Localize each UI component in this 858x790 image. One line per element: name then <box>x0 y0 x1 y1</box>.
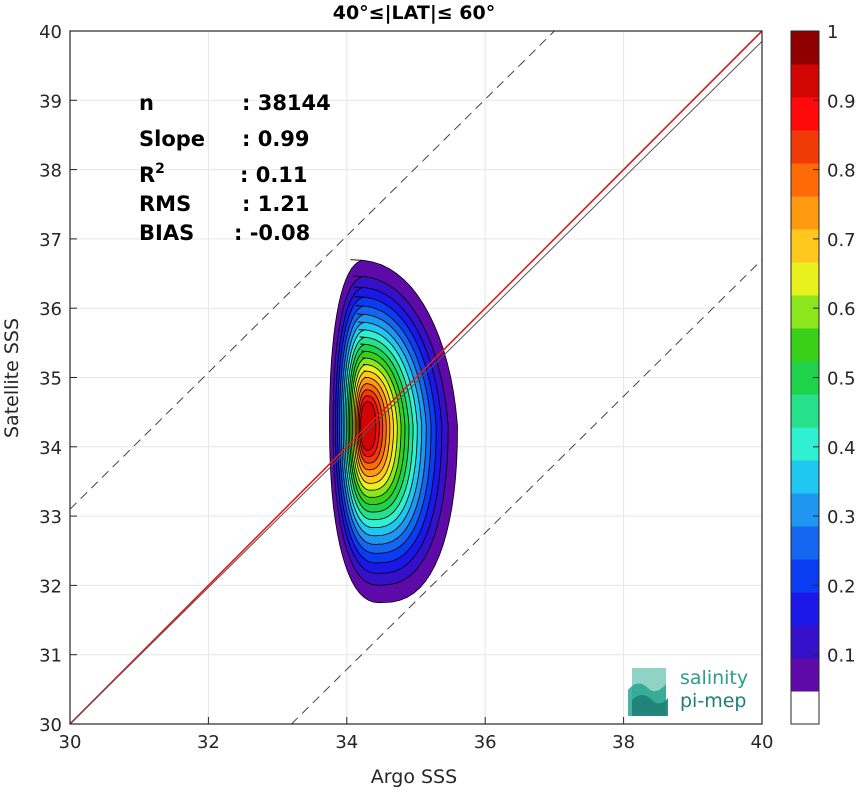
colorbar-swatch <box>791 64 819 98</box>
colorbar-swatch <box>791 229 819 263</box>
y-tick-label: 35 <box>39 369 62 390</box>
y-tick-label: 38 <box>39 161 62 182</box>
chart-title: 40°≤|LAT|≤ 60° <box>333 2 496 24</box>
y-tick-label: 36 <box>39 299 62 320</box>
colorbar-swatch <box>791 427 819 461</box>
colorbar-tick-label: 0.5 <box>827 369 856 390</box>
y-tick-labels: 30 31 32 33 34 35 36 37 38 39 40 <box>39 22 62 736</box>
colorbar-swatch <box>791 97 819 131</box>
colorbar-swatch <box>791 460 819 494</box>
logo-text-salinity: salinity <box>680 667 748 689</box>
lower-bound-line <box>291 259 763 725</box>
density-contours <box>329 259 458 604</box>
stat-label-rms: RMS <box>139 192 191 216</box>
colorbar-swatch <box>791 163 819 197</box>
colorbar-swatch <box>791 295 819 329</box>
axes <box>69 30 763 725</box>
colorbar-swatch <box>791 658 819 692</box>
y-tick-label: 37 <box>39 230 62 251</box>
colorbar-swatch <box>791 625 819 659</box>
x-tick-labels: 30 32 34 36 38 40 <box>59 732 774 753</box>
stat-value-bias: : -0.08 <box>234 221 310 245</box>
colorbar-swatch <box>791 328 819 362</box>
stat-label-n: n <box>139 91 154 115</box>
stat-superscript: 2 <box>155 161 165 177</box>
x-tick-label: 30 <box>59 732 82 753</box>
colorbar-tick-label: 0.3 <box>827 507 856 528</box>
stat-value-rms: : 1.21 <box>242 192 310 216</box>
y-tick-label: 32 <box>39 576 62 597</box>
x-tick-label: 36 <box>474 732 497 753</box>
regression-line <box>69 30 763 725</box>
colorbar-tick-label: 0.9 <box>827 91 856 112</box>
colorbar-tick-label: 0.7 <box>827 230 856 251</box>
y-tick-label: 33 <box>39 507 62 528</box>
y-tick-label: 31 <box>39 646 62 667</box>
colorbar-tick-label: 0.8 <box>827 161 856 182</box>
identity-line <box>69 41 763 725</box>
colorbar-swatch <box>791 559 819 593</box>
colorbar-tick-label: 0.4 <box>827 438 856 459</box>
colorbar-tick-label: 1 <box>827 22 838 43</box>
x-tick-label: 34 <box>335 732 358 753</box>
colorbar-swatch <box>791 262 819 296</box>
y-axis-label: Satellite SSS <box>1 318 23 438</box>
stat-label-bias: BIAS <box>139 221 194 245</box>
y-tick-label: 40 <box>39 22 62 43</box>
stat-value-r: : 0.11 <box>240 163 308 187</box>
colorbar-swatch <box>791 493 819 527</box>
colorbar: 0.1 0.2 0.3 0.4 0.5 0.6 0.7 0.8 0.9 1 <box>790 22 856 725</box>
x-axis-label: Argo SSS <box>371 766 457 788</box>
stat-value-slope: : 0.99 <box>242 127 310 151</box>
colorbar-tick-label: 0.6 <box>827 299 856 320</box>
colorbar-tick-label: 0.1 <box>827 646 856 667</box>
x-tick-label: 38 <box>612 732 635 753</box>
salinity-pi-mep-logo: salinity pi-mep <box>628 667 748 716</box>
x-tick-label: 40 <box>751 732 774 753</box>
logo-text-pi-mep: pi-mep <box>680 690 746 712</box>
y-tick-label: 34 <box>39 438 62 459</box>
y-tick-label: 30 <box>39 715 62 736</box>
y-tick-label: 39 <box>39 91 62 112</box>
stat-label-slope: Slope <box>139 127 205 151</box>
colorbar-swatch <box>791 394 819 428</box>
stat-value-n: : 38144 <box>242 91 331 115</box>
logo-wave-icon <box>628 668 668 716</box>
colorbar-swatch <box>791 691 819 725</box>
upper-bound-line <box>69 30 555 510</box>
colorbar-swatch <box>791 196 819 230</box>
colorbar-swatch <box>791 526 819 560</box>
colorbar-swatch <box>791 592 819 626</box>
colorbar-swatch <box>791 130 819 164</box>
colorbar-swatch <box>791 31 819 65</box>
colorbar-tick-label: 0.2 <box>827 576 856 597</box>
x-tick-label: 32 <box>197 732 220 753</box>
reference-lines <box>69 30 763 725</box>
